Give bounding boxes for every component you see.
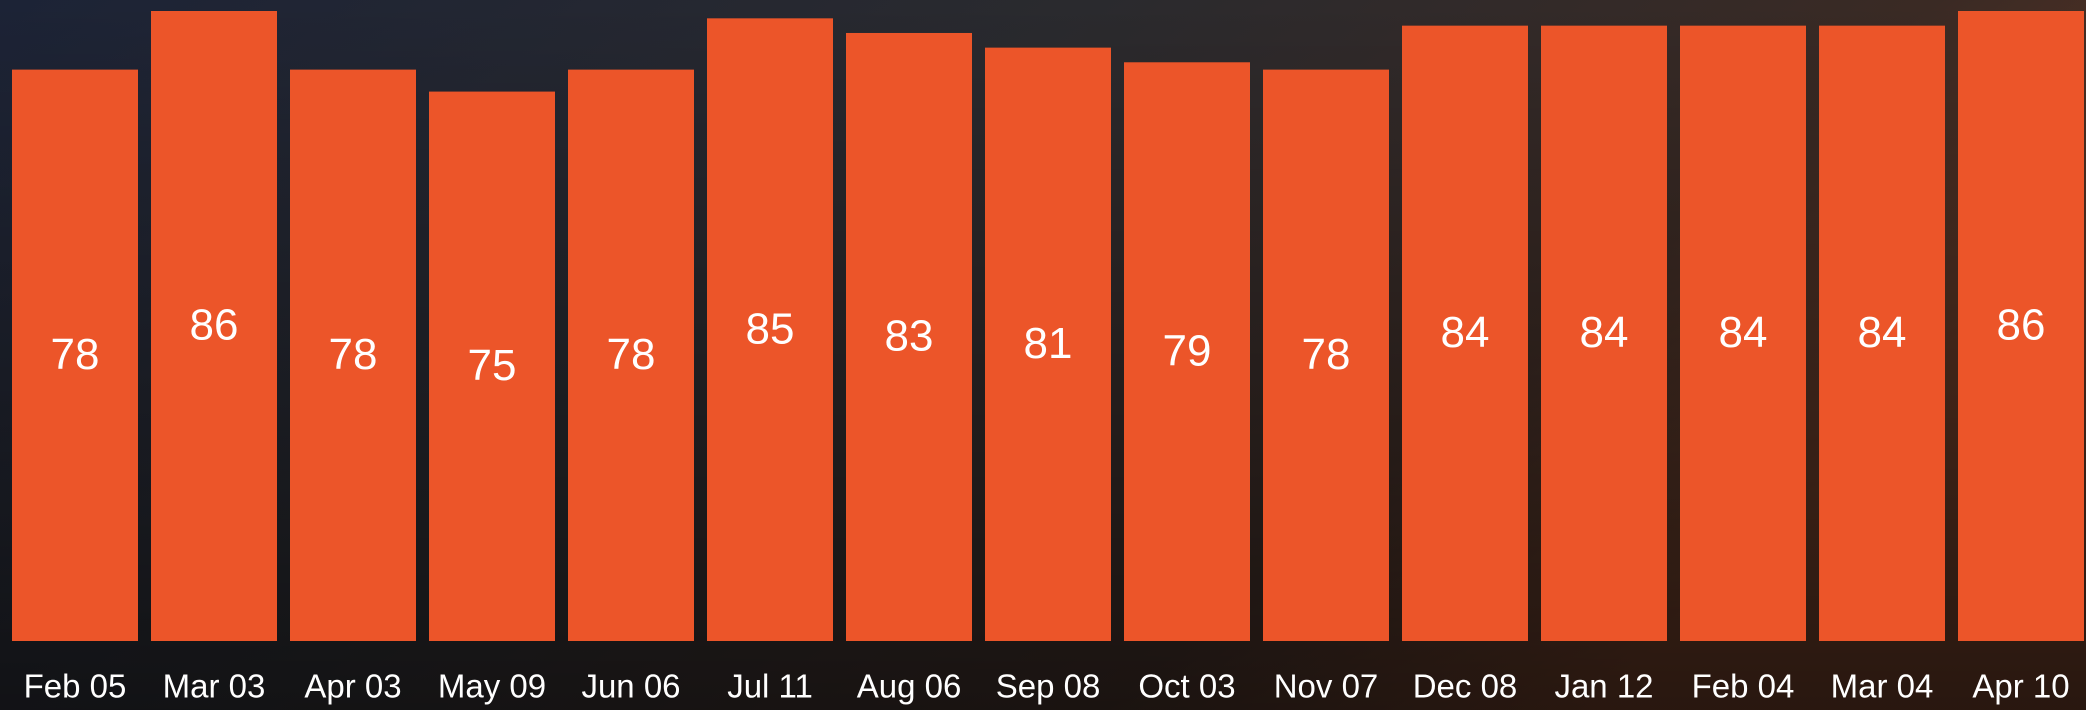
value-label: 86 [1997, 301, 2046, 350]
value-label: 84 [1858, 308, 1907, 357]
value-label: 78 [1302, 330, 1351, 379]
value-label: 78 [607, 330, 656, 379]
x-tick-label: Feb 04 [1692, 668, 1795, 705]
x-tick-label: Mar 04 [1831, 668, 1934, 705]
value-label: 78 [51, 330, 100, 379]
value-label: 84 [1580, 308, 1629, 357]
value-label: 84 [1441, 308, 1490, 357]
x-tick-label: Mar 03 [163, 668, 266, 705]
x-tick-label: Jun 06 [581, 668, 680, 705]
value-label: 84 [1719, 308, 1768, 357]
value-label: 81 [1024, 319, 1073, 368]
x-tick-label: May 09 [438, 668, 546, 705]
x-tick-label: Sep 08 [996, 668, 1101, 705]
value-label: 79 [1163, 326, 1212, 375]
value-label: 75 [468, 341, 517, 390]
x-tick-label: Jan 12 [1554, 668, 1653, 705]
value-label: 78 [329, 330, 378, 379]
value-label: 86 [190, 301, 239, 350]
x-tick-label: Oct 03 [1138, 668, 1235, 705]
x-tick-label: Feb 05 [24, 668, 127, 705]
x-tick-label: Apr 10 [1972, 668, 2069, 705]
page: 78 Feb 05 86 Mar 03 78 Apr 03 75 May 09 78 Jun 06… [0, 0, 2086, 710]
x-tick-label: Jul 11 [727, 668, 813, 705]
chart: 78 Feb 05 86 Mar 03 78 Apr 03 75 May 09 78 Jun 06… [0, 0, 2086, 710]
x-tick-label: Nov 07 [1274, 668, 1379, 705]
x-tick-label: Dec 08 [1413, 668, 1518, 705]
value-label: 83 [885, 312, 934, 361]
x-tick-label: Aug 06 [857, 668, 962, 705]
value-label: 85 [746, 304, 795, 353]
x-tick-label: Apr 03 [304, 668, 401, 705]
